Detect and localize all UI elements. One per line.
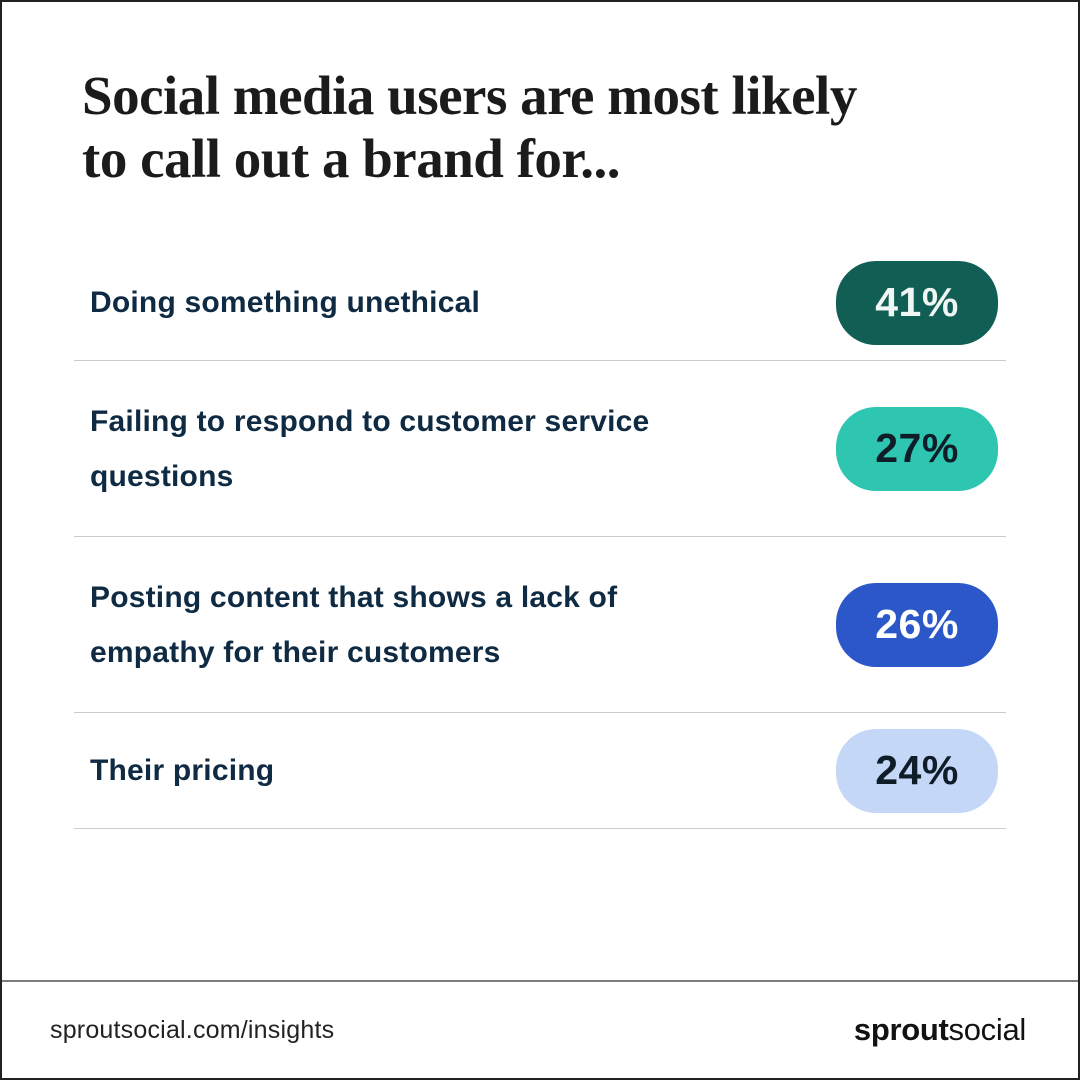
title-line-2: to call out a brand for... <box>82 128 621 189</box>
footer: sproutsocial.com/insights sproutsocial <box>2 980 1078 1078</box>
sprout-social-logo: sproutsocial <box>854 1012 1026 1048</box>
stat-value-pill: 27% <box>836 406 998 491</box>
stat-value: 26% <box>875 601 959 647</box>
stat-value-pill: 24% <box>836 728 998 813</box>
stat-label: Doing something unethical <box>90 286 481 319</box>
stat-label: Posting content that shows a lack of emp… <box>90 580 618 669</box>
stat-value: 24% <box>875 747 959 793</box>
logo-wordmark-sprout: sprout <box>853 1012 949 1047</box>
footer-source-url: sproutsocial.com/insights <box>50 1015 335 1044</box>
stat-label: Failing to respond to customer service q… <box>90 404 650 493</box>
stat-list: Doing something unethical 41% Failing to… <box>74 245 1006 829</box>
stat-value-pill: 41% <box>836 260 998 345</box>
stat-value-pill: 26% <box>836 582 998 667</box>
stat-value: 27% <box>875 425 959 471</box>
logo-wordmark-social: social <box>948 1012 1027 1047</box>
stat-label: Their pricing <box>90 754 275 787</box>
stat-value: 41% <box>875 279 959 325</box>
page-title: Social media users are most likely to ca… <box>82 64 1018 190</box>
stat-row-customer-service: Failing to respond to customer service q… <box>74 361 1006 537</box>
stat-row-pricing: Their pricing 24% <box>74 713 1006 829</box>
title-line-1: Social media users are most likely <box>82 65 857 126</box>
stat-row-unethical: Doing something unethical 41% <box>74 245 1006 361</box>
stat-row-lack-of-empathy: Posting content that shows a lack of emp… <box>74 537 1006 713</box>
